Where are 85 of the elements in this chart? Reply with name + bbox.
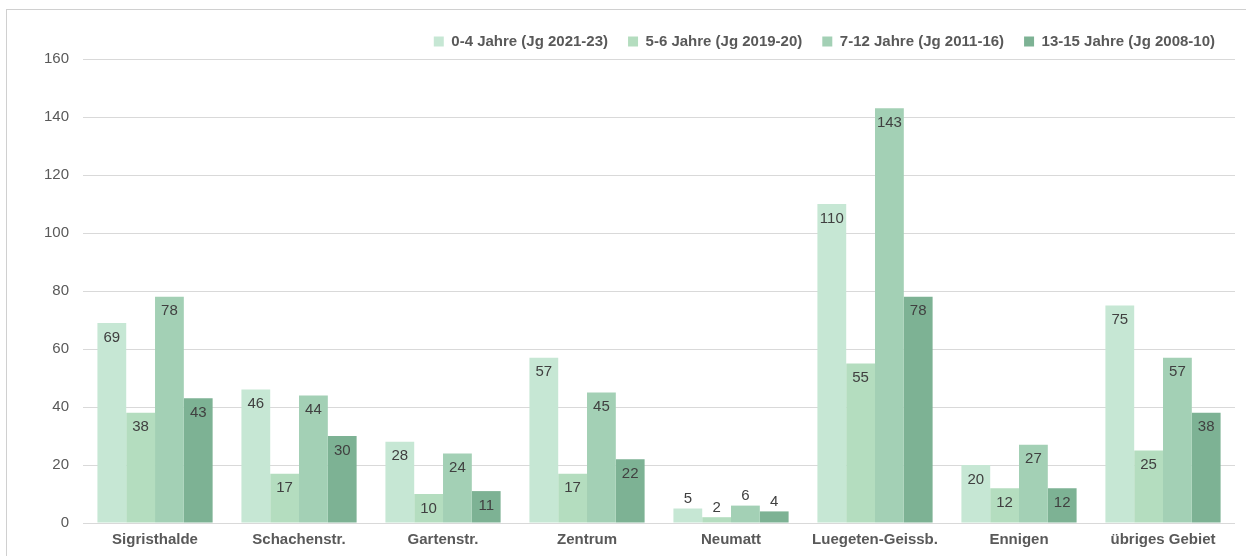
x-tick-label: Ennigen (989, 530, 1049, 548)
bar (1019, 444, 1048, 523)
bar (587, 392, 616, 523)
y-tick-label: 160 (44, 49, 70, 67)
x-tick-label: Luegeten-Geissb. (812, 530, 938, 548)
bar (1047, 488, 1077, 523)
y-tick-label: 20 (52, 455, 70, 473)
bar (673, 508, 703, 523)
x-tick-label: Schachenstr. (252, 530, 346, 548)
legend-label: 13-15 Jahre (Jg 2008-10) (1041, 31, 1215, 49)
x-tick-label: Neumatt (701, 530, 762, 548)
data-label: 45 (593, 397, 610, 415)
x-tick-label: Zentrum (557, 530, 618, 548)
data-label: 20 (967, 469, 985, 487)
data-label: 75 (1111, 310, 1129, 328)
bar (759, 511, 789, 523)
bar (990, 488, 1020, 523)
legend-label: 7-12 Jahre (Jg 2011-16) (839, 31, 1005, 49)
data-label: 28 (391, 446, 409, 464)
bar (97, 322, 127, 523)
bar (443, 453, 472, 523)
data-label: 110 (819, 208, 844, 226)
y-tick-label: 120 (44, 165, 70, 183)
x-tick-label: Sigristhalde (112, 530, 198, 548)
y-tick-label: 40 (52, 397, 70, 415)
data-label: 11 (478, 495, 495, 513)
bar (270, 473, 300, 523)
y-tick-label: 0 (60, 513, 70, 531)
bar (846, 363, 876, 523)
data-label: 38 (1197, 417, 1215, 435)
data-label: 2 (712, 497, 721, 515)
bar (1105, 305, 1135, 523)
data-label: 55 (852, 368, 869, 386)
data-label: 6 (741, 486, 750, 504)
data-label: 27 (1025, 449, 1042, 467)
bar (155, 296, 184, 523)
data-label: 57 (1169, 362, 1186, 380)
bar (471, 491, 501, 523)
data-label: 22 (621, 463, 639, 481)
bar (903, 296, 933, 523)
y-tick-label: 80 (52, 281, 70, 299)
data-label: 57 (535, 362, 553, 380)
bar (183, 398, 213, 523)
data-label: 12 (1053, 492, 1071, 510)
bar (817, 204, 847, 523)
data-label: 17 (276, 478, 293, 496)
bar (558, 473, 588, 523)
x-tick-label: übriges Gebiet (1110, 530, 1216, 548)
bar (615, 459, 645, 523)
bar (529, 357, 559, 523)
bar (126, 412, 156, 523)
data-label: 17 (564, 478, 581, 496)
data-label: 43 (189, 402, 207, 420)
legend-label: 0-4 Jahre (Jg 2021-23) (451, 31, 609, 49)
bar (961, 465, 991, 523)
data-label: 143 (876, 112, 902, 130)
data-label: 46 (247, 394, 265, 412)
bar (875, 108, 904, 523)
data-label: 78 (161, 301, 178, 319)
legend-label: 5-6 Jahre (Jg 2019-20) (645, 31, 803, 49)
bar (731, 505, 760, 523)
bar (385, 441, 415, 523)
bar (702, 517, 732, 523)
bar (1134, 450, 1163, 523)
data-label: 4 (770, 492, 779, 510)
data-label: 10 (420, 498, 437, 516)
data-label: 44 (305, 400, 322, 418)
data-label: 25 (1140, 455, 1157, 473)
bar (327, 436, 357, 523)
x-tick-label: Gartenstr. (407, 530, 479, 548)
bar (1191, 412, 1221, 523)
bar (1163, 357, 1192, 523)
data-label: 30 (333, 440, 351, 458)
bar (299, 395, 328, 523)
data-label: 12 (996, 492, 1013, 510)
data-label: 24 (449, 458, 466, 476)
y-tick-label: 140 (44, 107, 70, 125)
bar (241, 389, 271, 523)
bar (414, 494, 444, 523)
data-label: 38 (132, 417, 149, 435)
data-label: 78 (909, 301, 927, 319)
y-tick-label: 100 (44, 223, 70, 241)
data-label: 5 (683, 489, 692, 507)
y-tick-label: 60 (52, 339, 70, 357)
data-label: 69 (103, 327, 121, 345)
